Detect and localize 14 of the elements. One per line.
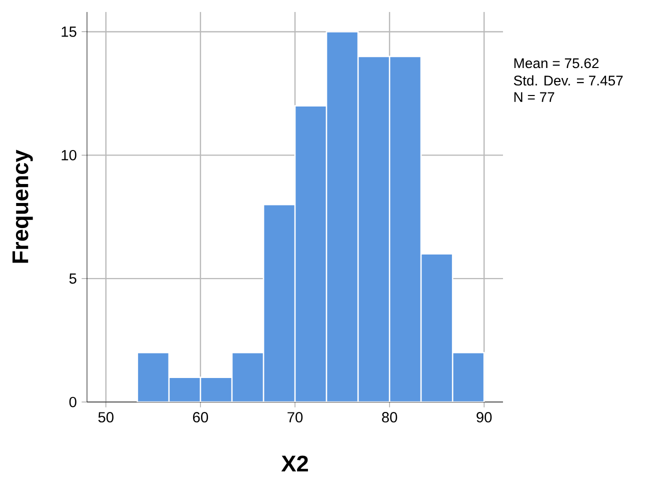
x-tick-label: 80 [382,412,398,422]
text: Std. Dev. = 7.457 [514,75,623,86]
y-axis-title: Frequency [12,150,33,263]
y-tick-label: 5 [69,273,76,284]
y-tick-label: 15 [62,26,76,37]
x-axis-title: X2 [281,456,308,472]
x-tick-label: 50 [98,412,114,422]
y-tick-label: 0 [69,396,76,408]
text: Mean = 75.62 [514,58,599,68]
y-tick-label: 10 [62,150,76,160]
x-tick-label: 90 [476,412,492,422]
text: N = 77 [514,92,554,102]
x-tick-label: 70 [288,412,303,422]
x-tick-label: 60 [193,412,208,422]
